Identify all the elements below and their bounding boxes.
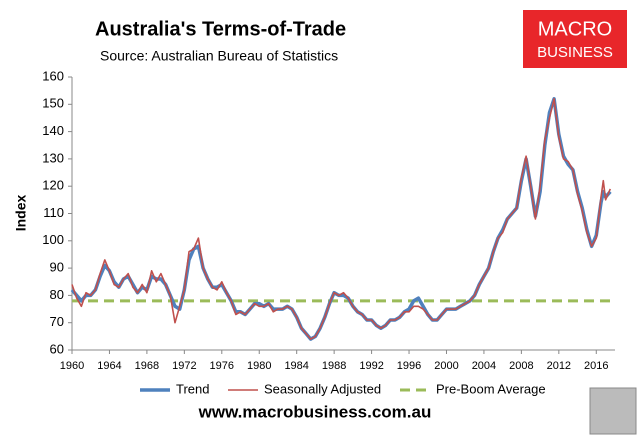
- y-tick-label: 80: [50, 287, 64, 302]
- website: www.macrobusiness.com.au: [198, 402, 432, 421]
- x-tick-label: 2012: [547, 360, 571, 372]
- x-tick-label: 1968: [135, 360, 159, 372]
- x-tick-label: 1980: [247, 360, 271, 372]
- y-tick-label: 100: [42, 232, 64, 247]
- legend-label: Pre-Boom Average: [436, 381, 546, 396]
- logo-box: [523, 10, 627, 68]
- x-tick-label: 1996: [397, 360, 421, 372]
- chart-title: Australia's Terms-of-Trade: [95, 18, 346, 40]
- legend-label: Trend: [176, 381, 209, 396]
- x-tick-label: 1988: [322, 360, 346, 372]
- x-tick-label: 1984: [284, 360, 308, 372]
- x-tick-label: 1992: [359, 360, 383, 372]
- y-tick-label: 150: [42, 96, 64, 111]
- logo-text: MACRO: [538, 18, 612, 40]
- y-tick-label: 140: [42, 123, 64, 138]
- x-tick-label: 2000: [434, 360, 458, 372]
- x-tick-label: 2008: [509, 360, 533, 372]
- series-line: [70, 97, 612, 341]
- series-line: [71, 98, 612, 340]
- logo-icon: [589, 387, 637, 435]
- chart-subtitle: Source: Australian Bureau of Statistics: [100, 48, 338, 64]
- y-tick-label: 60: [50, 341, 64, 356]
- y-tick-label: 130: [42, 150, 64, 165]
- logo-text: BUSINESS: [537, 44, 613, 61]
- y-tick-label: 90: [50, 260, 64, 275]
- x-tick-label: 1960: [60, 360, 84, 372]
- x-tick-label: 2004: [472, 360, 496, 372]
- x-tick-label: 1976: [210, 360, 234, 372]
- x-tick-label: 1972: [172, 360, 196, 372]
- y-tick-label: 70: [50, 314, 64, 329]
- y-axis-label: Index: [13, 195, 29, 232]
- y-tick-label: 160: [42, 68, 64, 83]
- x-tick-label: 1964: [97, 360, 121, 372]
- x-tick-label: 2016: [584, 360, 608, 372]
- y-tick-label: 120: [42, 178, 64, 193]
- legend-label: Seasonally Adjusted: [264, 381, 381, 396]
- y-tick-label: 110: [43, 205, 64, 220]
